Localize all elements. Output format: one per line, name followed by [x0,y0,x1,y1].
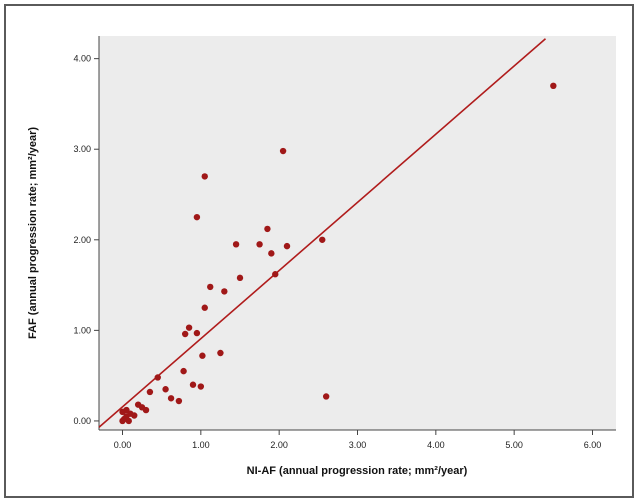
data-point [268,250,275,257]
data-point [154,374,161,381]
data-point [279,147,287,155]
x-axis-title: NI-AF (annual progression rate; mm²/year… [247,465,468,477]
y-tick-label: 1.00 [73,325,91,335]
data-point [189,381,197,388]
x-tick-label: 2.00 [270,440,288,450]
y-tick-label: 2.00 [73,235,91,245]
data-point [207,283,214,291]
data-point [162,386,169,393]
data-point [256,241,263,248]
x-tick-label: 4.00 [427,440,445,450]
data-point [146,388,154,396]
y-tick-label: 4.00 [73,54,91,64]
data-point [142,406,150,414]
data-point [221,288,228,295]
data-point [319,236,326,243]
x-tick-label: 0.00 [114,440,132,450]
data-point [264,225,271,233]
chart-frame: 0.00 1.00 2.00 3.00 4.00 0.00 1.00 2.00 3.00 4.0… [4,4,634,498]
data-point [180,367,187,375]
data-point [199,352,206,359]
y-tick-label: 3.00 [73,144,91,154]
y-tick-label: 0.00 [73,416,91,426]
data-point [550,82,557,90]
data-point [232,241,240,248]
scatter-chart: 0.00 1.00 2.00 3.00 4.00 0.00 1.00 2.00 3.00 4.0… [27,36,616,477]
data-point [167,395,175,402]
data-point [201,304,208,311]
plot-area [99,36,616,430]
data-point [193,213,201,221]
data-point [322,393,330,400]
x-tick-label: 6.00 [584,440,602,450]
y-axis-ticks: 0.00 1.00 2.00 3.00 4.00 [73,54,99,426]
data-point [201,173,208,180]
x-tick-label: 3.00 [349,440,367,450]
data-point [272,271,279,278]
regression-line [98,38,547,428]
regression-line-group [98,38,547,428]
data-point [193,329,201,337]
data-point [181,330,189,338]
data-point [125,417,132,425]
data-point [283,242,291,250]
data-point [131,412,138,419]
x-axis-ticks: 0.00 1.00 2.00 3.00 4.00 5.00 6.00 [114,430,602,450]
data-point [175,397,183,405]
x-tick-label: 1.00 [192,440,210,450]
data-point [197,383,205,390]
data-point [217,349,224,357]
x-tick-label: 5.00 [505,440,523,450]
y-axis-title: FAF (annual progression rate; mm²/year) [27,127,39,339]
data-points [119,82,557,425]
data-point [236,274,244,282]
data-point [185,324,193,331]
